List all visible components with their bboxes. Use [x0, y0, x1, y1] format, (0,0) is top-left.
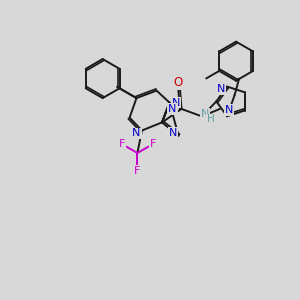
Text: N: N	[172, 98, 180, 108]
Text: N: N	[201, 109, 209, 119]
Text: F: F	[134, 166, 141, 176]
Text: F: F	[150, 139, 156, 149]
Text: N: N	[217, 84, 225, 94]
Text: N: N	[132, 128, 141, 139]
Text: N: N	[168, 104, 177, 114]
Text: F: F	[118, 139, 125, 149]
Text: N: N	[169, 128, 177, 138]
Text: O: O	[174, 76, 183, 89]
Text: H: H	[207, 114, 215, 124]
Text: N: N	[224, 105, 233, 115]
